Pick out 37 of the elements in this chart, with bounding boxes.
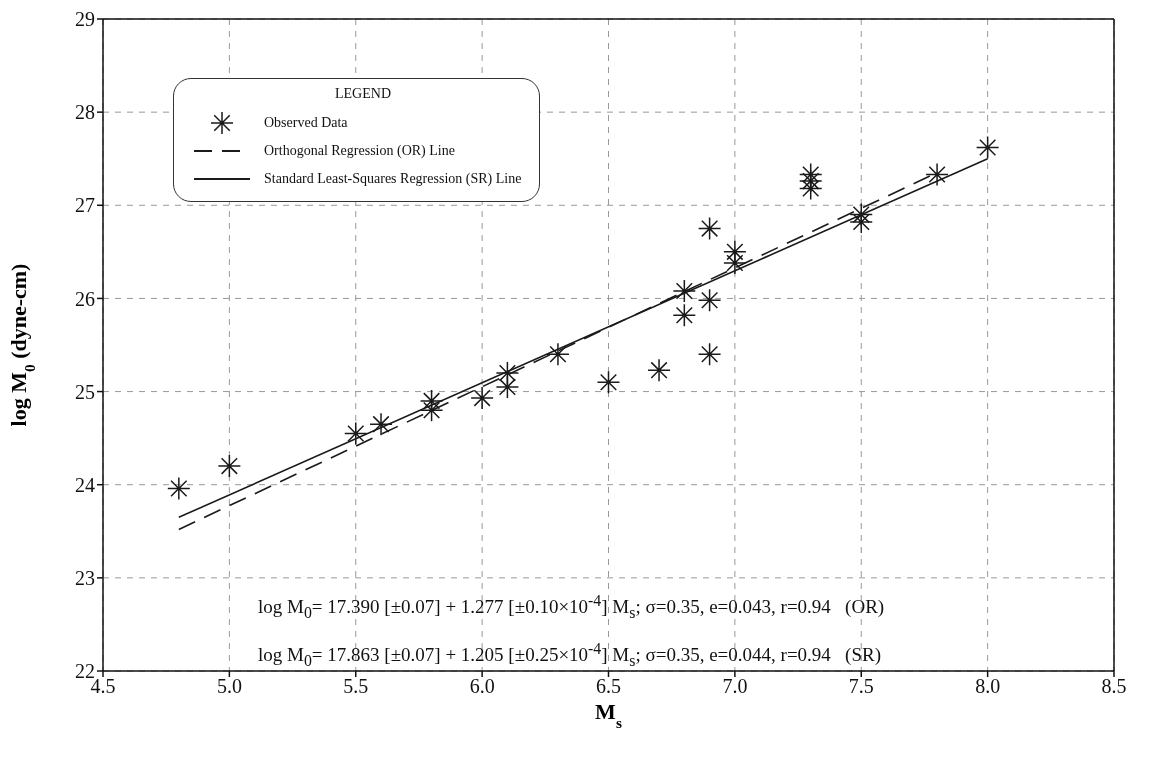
point [344,422,367,445]
point [648,359,671,382]
y-tick-label: 28 [75,101,95,124]
x-tick-label: 8.5 [1101,675,1127,698]
legend-label: Orthogonal Regression (OR) Line [264,142,455,160]
point [471,387,494,410]
point [546,343,569,366]
y-tick-label: 25 [75,380,95,403]
legend-title: LEGEND [334,86,392,102]
x-tick-label: 7.5 [848,675,874,698]
annotation: log M$_{0}$= 17.390 [±0.07] + 1.277 [±0.10×10$^{-4}$] M$_{s}$; σ=0.35, e=0.043, r=0.94 (OR) [258,591,885,624]
x-tick-label: 7.0 [722,675,748,698]
legend-label: Observed Data [264,114,348,132]
point [370,413,393,436]
y-tick-label: 23 [75,566,95,589]
x-tick-label: 6.0 [469,675,495,698]
point [673,304,696,327]
y-tick-label: 24 [75,473,95,496]
y-tick-label: 27 [75,194,95,217]
y-tick-label: 22 [75,660,95,683]
x-tick-label: 5.5 [343,675,369,698]
x-tick-label: 5.0 [216,675,242,698]
point [218,455,241,478]
point [496,361,519,384]
x-tick-label: 6.5 [596,675,621,698]
x-tick-label: 8.0 [975,675,1001,698]
point [167,477,190,500]
point [698,217,721,240]
point [926,163,949,186]
y-tick-label: 26 [75,287,95,310]
y-tick-label: 29 [75,8,95,31]
point [673,279,696,302]
point [420,389,443,412]
legend-label: Standard Least-Squares Regression (SR) Line [264,170,522,188]
x-axis-title: M$_{s}$ [595,699,622,731]
point [723,240,746,263]
annotation: log M$_{0}$= 17.863 [±0.07] + 1.205 [±0.25×10$^{-4}$] M$_{s}$; σ=0.35, e=0.044, r=0.94 (SR) [258,640,882,670]
